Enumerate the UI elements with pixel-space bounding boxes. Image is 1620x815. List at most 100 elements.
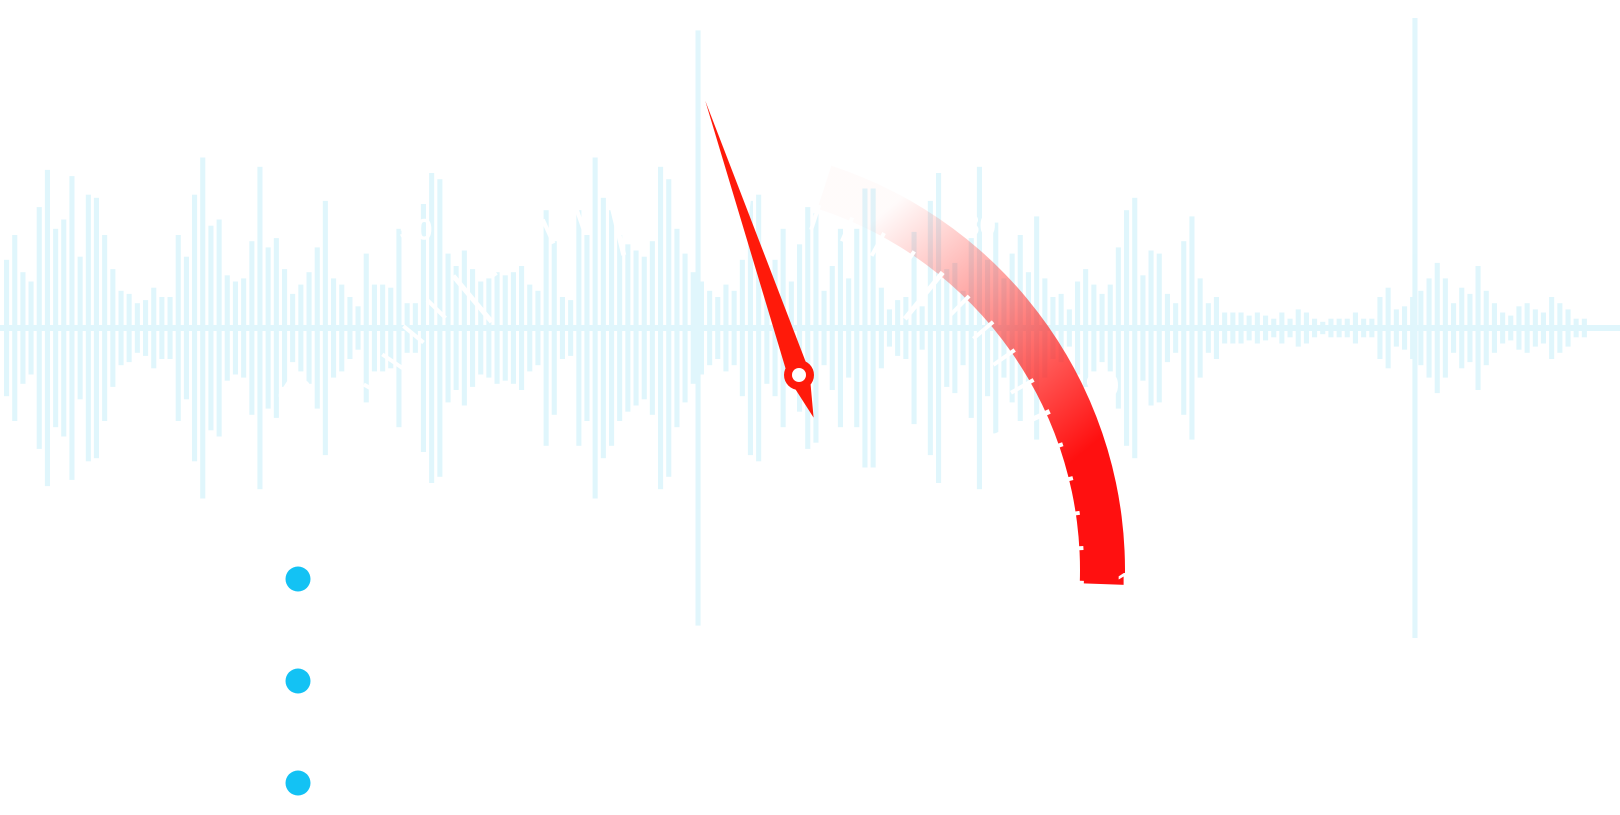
waveform-bar <box>600 197 606 459</box>
waveform-bar <box>952 262 958 394</box>
waveform-bar <box>461 250 467 406</box>
waveform-bar <box>371 284 377 372</box>
waveform-bar <box>870 188 876 468</box>
waveform-bar <box>314 247 320 409</box>
waveform-bar <box>273 238 279 418</box>
waveform-bar <box>1254 312 1260 344</box>
waveform-bar <box>1500 312 1506 344</box>
waveform-bar <box>1426 278 1432 378</box>
waveform-bar <box>797 244 803 412</box>
waveform-bar <box>1230 312 1236 344</box>
waveform-bar <box>674 228 680 428</box>
gauge-needle-blade <box>705 100 814 418</box>
waveform-bar <box>1312 318 1318 338</box>
waveform-bar <box>1238 312 1244 344</box>
waveform-bar <box>1050 297 1056 359</box>
waveform-bar <box>1189 216 1195 440</box>
waveform-bar <box>4 259 10 397</box>
waveform-bar <box>208 225 214 431</box>
waveform-bar <box>175 235 181 421</box>
gauge-minor-tick <box>573 206 587 232</box>
waveform-bar <box>1083 269 1089 387</box>
waveform-bar <box>36 207 42 449</box>
waveform-bar <box>1295 309 1301 347</box>
waveform-bar <box>1181 241 1187 415</box>
gauge-tick-label: 70 <box>781 121 814 154</box>
waveform-bar <box>707 290 713 366</box>
waveform-bar <box>53 228 59 428</box>
waveform-bar <box>290 293 296 363</box>
waveform-bar <box>1213 297 1219 359</box>
waveform-bar <box>85 194 91 462</box>
waveform-bar <box>61 219 67 437</box>
waveform-bar <box>1091 284 1097 372</box>
waveform-bar <box>355 306 361 350</box>
waveform-bar <box>1508 315 1514 341</box>
waveform-bar <box>960 290 966 366</box>
gauge-minor-tick <box>809 204 822 231</box>
gauge-tick-label: 90 <box>1086 369 1119 402</box>
waveform-bar <box>134 303 140 353</box>
waveform-bar <box>1132 197 1138 459</box>
bullet-dot <box>285 770 311 796</box>
waveform-bar <box>1099 293 1105 363</box>
waveform-bar <box>551 241 557 415</box>
gauge-minor-tick <box>972 320 995 341</box>
waveform-bar <box>28 281 34 375</box>
waveform-bar <box>1124 210 1130 446</box>
waveform-bar <box>102 235 108 421</box>
waveform-bar <box>1246 315 1252 341</box>
waveform-bar <box>690 272 696 384</box>
waveform-bar <box>968 238 974 418</box>
waveform-bar <box>641 256 647 400</box>
waveform-bar <box>1066 309 1072 347</box>
waveform-bar <box>609 210 615 446</box>
waveform-bar <box>519 266 525 390</box>
waveform-bar <box>420 204 426 452</box>
waveform-bar <box>1352 312 1358 344</box>
waveform-bar <box>1540 312 1546 344</box>
waveform-bar <box>1287 318 1293 338</box>
waveform-bar <box>282 269 288 387</box>
gauge-minor-tick <box>677 186 683 213</box>
waveform-bar <box>44 169 50 487</box>
waveform-bar <box>658 166 664 490</box>
gauge-minor-tick <box>1037 442 1064 455</box>
waveform-bar <box>347 297 353 359</box>
waveform-bar <box>167 297 173 359</box>
gauge-major-tick <box>769 194 788 255</box>
gauge-major-tick <box>347 414 405 443</box>
waveform-bar <box>363 253 369 403</box>
waveform-bar <box>216 219 222 437</box>
waveform-bar <box>1173 303 1179 353</box>
waveform-bar <box>1418 290 1424 366</box>
waveform-bar <box>192 194 198 462</box>
waveform-bar <box>249 241 255 415</box>
waveform-bar <box>698 281 704 375</box>
gauge-tick-label: 80 <box>963 209 996 242</box>
waveform-bar <box>257 166 263 490</box>
waveform-bar <box>1303 312 1309 344</box>
waveform-bar <box>666 179 672 477</box>
waveform-bar <box>527 284 533 372</box>
waveform-bar <box>77 256 83 400</box>
waveform-bar <box>12 235 18 421</box>
gauge-needle <box>705 100 814 418</box>
gauge-minor-tick <box>325 481 352 492</box>
waveform-bar <box>715 297 721 359</box>
waveform-bar <box>543 210 549 446</box>
waveform-bar <box>110 269 116 387</box>
waveform-bar <box>1361 318 1367 338</box>
waveform-bar <box>437 179 443 477</box>
gauge-minor-tick <box>540 218 556 245</box>
waveform-bar <box>339 284 345 372</box>
gauge-major-tick <box>316 583 377 592</box>
waveform-bar <box>1451 303 1457 353</box>
waveform-bar <box>298 284 304 372</box>
waveform-bar <box>388 287 394 369</box>
gauge-minor-tick <box>316 551 343 557</box>
gauge-minor-tick <box>869 232 886 257</box>
waveform-bar <box>470 269 476 387</box>
gauge-minor-tick <box>898 250 916 275</box>
